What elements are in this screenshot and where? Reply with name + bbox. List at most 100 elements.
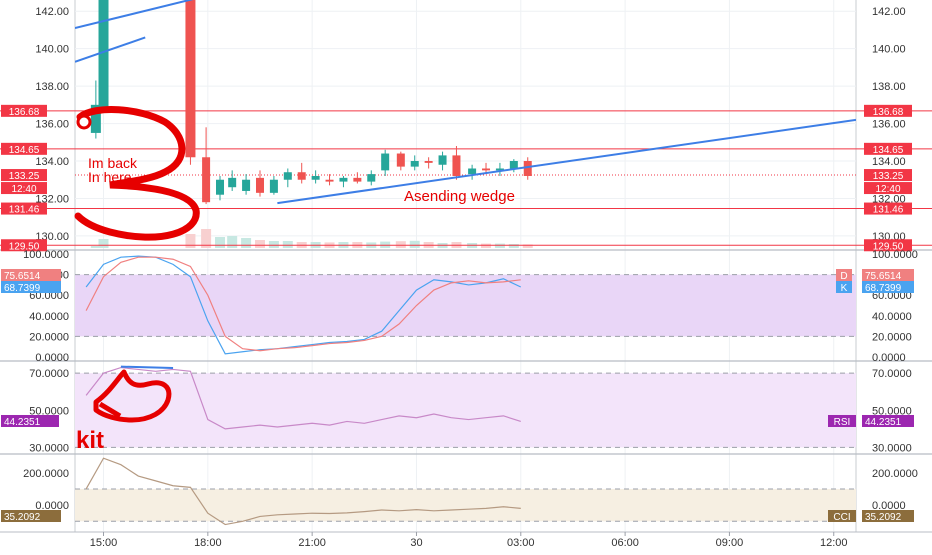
volume-bar — [98, 239, 109, 248]
candle-body[interactable] — [452, 155, 461, 176]
stoch-tick-left: 60.0000 — [29, 290, 69, 302]
price-tick-left: 140.00 — [35, 44, 69, 56]
level-label-left: 136.68 — [9, 107, 40, 118]
rsi-tick-right: 70.0000 — [872, 368, 912, 380]
time-tick-label: 03:00 — [507, 537, 535, 549]
volume-bar — [185, 234, 196, 248]
candle-body[interactable] — [242, 179, 251, 191]
scribble-shape — [93, 369, 172, 423]
cci-name-right: CCI — [833, 512, 850, 523]
price-tick-right: 142.00 — [872, 6, 906, 18]
level-label-left: 131.46 — [9, 205, 40, 216]
stoch-line-d[interactable] — [85, 256, 521, 352]
scribble-dot — [76, 114, 92, 130]
candle-body[interactable] — [255, 177, 264, 193]
trendline-channel-upper[interactable] — [75, 0, 243, 30]
volume-bar — [215, 237, 226, 248]
rsi-value-left: 44.2351 — [4, 417, 41, 428]
candle-body[interactable] — [90, 104, 101, 133]
cci-value-right: 35.2092 — [865, 512, 902, 523]
rsi-value-right-bg — [862, 414, 914, 427]
scribble-stroke — [98, 401, 122, 419]
candle-body[interactable] — [339, 177, 348, 182]
stoch-value-left: 75.6514 — [4, 271, 41, 282]
rsi-divergence-line[interactable] — [120, 365, 174, 369]
candle-body[interactable] — [367, 174, 376, 182]
stoch-tick-right: 60.0000 — [872, 290, 912, 302]
stoch-value-left-bg — [1, 281, 61, 293]
rsi-tick-left: 30.0000 — [29, 442, 69, 454]
candle-body[interactable] — [297, 172, 306, 180]
stoch-tick-left: 40.0000 — [29, 311, 69, 323]
candle-body[interactable] — [410, 161, 419, 167]
level-label-right: 129.50 — [873, 241, 904, 252]
trendline-channel-lower[interactable] — [75, 36, 146, 63]
candle-body[interactable] — [185, 0, 196, 158]
level-label-right-bg — [864, 202, 912, 215]
rsi-tick-right: 50.0000 — [872, 405, 912, 417]
stoch-name-right-bg — [836, 269, 852, 281]
candle-body[interactable] — [228, 177, 237, 188]
candle-body[interactable] — [283, 172, 292, 180]
stoch-line-k[interactable] — [85, 255, 522, 355]
cci-value-right-bg — [862, 510, 914, 522]
rsi-line[interactable] — [85, 366, 521, 430]
candle-body[interactable] — [438, 155, 447, 165]
candle-body[interactable] — [523, 161, 532, 176]
volume-bar — [409, 240, 420, 248]
level-label-right: 131.46 — [873, 205, 904, 216]
candle-body[interactable] — [98, 0, 109, 109]
price-tick-right: 132.00 — [872, 193, 906, 205]
candle-body[interactable] — [396, 153, 405, 167]
candle-body[interactable] — [468, 168, 477, 175]
level-label-left: 134.65 — [9, 145, 40, 156]
stoch-value-right: 75.6514 — [865, 271, 902, 282]
price-tick-left: 136.00 — [35, 119, 69, 131]
stoch-value-right: 68.7399 — [865, 283, 902, 294]
annotation-ascending-wedge: Asending wedge — [404, 188, 515, 205]
volume-bar — [508, 244, 519, 248]
stoch-name-right: D — [840, 271, 847, 282]
scribble-three — [74, 106, 200, 241]
last-price-label-right-bg — [864, 169, 912, 182]
rsi-name-right-bg — [828, 414, 856, 427]
candle-body[interactable] — [269, 179, 278, 193]
price-tick-left: 132.00 — [35, 193, 69, 205]
time-tick-label: 18:00 — [194, 537, 222, 549]
candle-body[interactable] — [482, 168, 491, 171]
candle-body[interactable] — [381, 153, 390, 171]
rsi-value-left-bg — [1, 414, 59, 427]
candle-body[interactable] — [424, 161, 433, 163]
last-price-label-left: 133.25 — [9, 171, 40, 182]
cci-line[interactable] — [85, 457, 521, 526]
stoch-tick-left: 20.0000 — [29, 331, 69, 343]
countdown-right-bg — [864, 182, 912, 195]
level-label-left-bg — [1, 104, 47, 117]
volume-bar — [522, 244, 533, 248]
trendline-wedge-support[interactable] — [277, 118, 856, 205]
cci-tick-left: 200.0000 — [23, 468, 69, 480]
candle-body[interactable] — [216, 179, 225, 195]
price-tick-left: 138.00 — [35, 81, 69, 93]
candle-body[interactable] — [509, 161, 518, 169]
level-label-right: 136.68 — [873, 107, 904, 118]
candle-body[interactable] — [311, 175, 320, 180]
stoch-tick-left: 100.0000 — [23, 249, 69, 261]
level-label-left-bg — [1, 239, 47, 252]
price-tick-left: 142.00 — [35, 6, 69, 18]
candle-body[interactable] — [202, 157, 211, 203]
cci-name-right-bg — [828, 510, 856, 522]
countdown-left-bg — [1, 182, 47, 195]
last-price-label-right: 133.25 — [873, 171, 904, 182]
rsi-value-right: 44.2351 — [865, 417, 902, 428]
candle-body[interactable] — [353, 177, 362, 182]
stoch-tick-right: 20.0000 — [872, 331, 912, 343]
rsi-tick-left: 50.0000 — [29, 405, 69, 417]
candle-body[interactable] — [495, 168, 504, 171]
candle-body[interactable] — [325, 179, 334, 182]
time-tick-label: 09:00 — [716, 537, 744, 549]
volume-bar — [90, 246, 101, 248]
level-label-right: 134.65 — [873, 145, 904, 156]
